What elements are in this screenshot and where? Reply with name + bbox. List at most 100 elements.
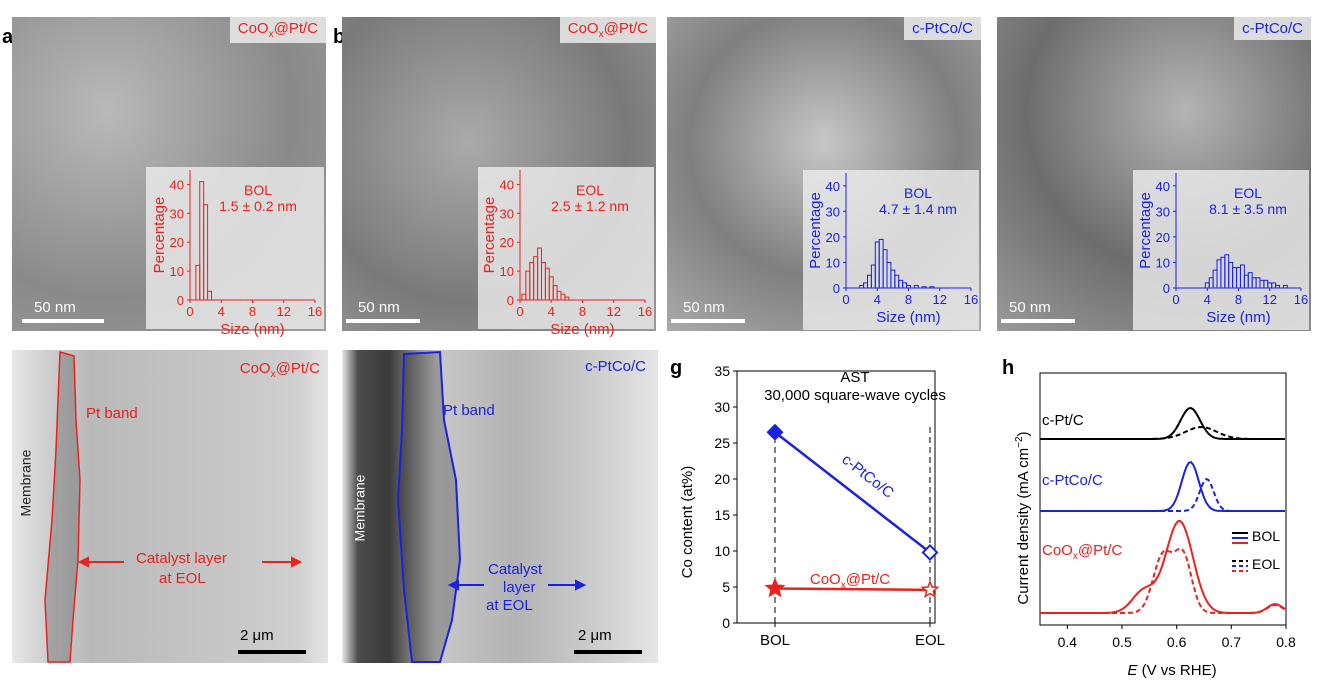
hist-stage-d: EOL [1234, 185, 1262, 201]
tem-image-d: c-PtCo/C 50 nm [997, 17, 1311, 331]
histogram-inset-d [1133, 170, 1309, 330]
h-xlabel: E (V vs RHE) [1127, 662, 1216, 679]
g-xtick-label: EOL [915, 632, 945, 649]
hist-ylabel-c: Percentage [807, 192, 824, 269]
h-curve-coox-bol [1040, 519, 1286, 614]
h-xtick-label: 0.5 [1112, 634, 1132, 650]
hist-ytick-label-a: 0 [177, 293, 184, 308]
tem-image-b: CoOx@Pt/C 50 nm [342, 17, 656, 331]
g-title-1: AST [840, 369, 869, 386]
scale-bar-d [1001, 319, 1075, 323]
hist-xtick-label-b: 8 [579, 304, 586, 319]
g-point-blue-bol [766, 423, 784, 441]
arrow-f-right [548, 579, 587, 591]
hist-ytick-label-d: 20 [1156, 230, 1170, 245]
hist-xlabel-b: Size (nm) [550, 321, 614, 338]
g-ylabel: Co content (at%) [679, 466, 696, 579]
arrow-e-right [262, 556, 303, 568]
hist-xtick-label-d: 0 [1172, 292, 1179, 307]
sample-tag-e: CoOx@Pt/C [239, 360, 320, 380]
hist-size-c: 4.7 ± 1.4 nm [879, 201, 957, 217]
hist-ytick-label-d: 10 [1156, 255, 1170, 270]
hist-bar-c [921, 286, 927, 289]
g-label-blue: c-PtCo/C [839, 451, 898, 502]
hist-bar-d [1275, 284, 1281, 289]
hist-ytick-label-c: 0 [833, 281, 840, 296]
scale-label-a: 50 nm [34, 299, 76, 316]
hist-bar-c [906, 284, 911, 289]
hist-bar-c [913, 284, 919, 289]
scale-bar-e [238, 650, 306, 654]
h-legend-bol: BOL [1252, 528, 1280, 544]
pt-band-label-e: Pt band [86, 405, 138, 422]
h-curve-coox-eol [1040, 547, 1286, 614]
scale-bar-f [574, 650, 642, 654]
hist-bar-a [203, 204, 209, 301]
hist-xtick-label-a: 8 [249, 304, 256, 319]
hist-size-a: 1.5 ± 0.2 nm [219, 198, 297, 214]
hist-ytick-label-c: 10 [826, 255, 840, 270]
g-series-line-blue [774, 431, 931, 554]
hist-xtick-label-c: 0 [842, 292, 849, 307]
catalyst-layer-label-f3: at EOL [486, 597, 533, 614]
hist-bar-d [1282, 284, 1288, 289]
g-ytick-label: 5 [722, 579, 730, 595]
panel-letter-h: h [1002, 357, 1015, 379]
hist-xtick-label-d: 12 [1263, 292, 1277, 307]
histogram-inset-a [146, 167, 324, 329]
g-title-2: 30,000 square-wave cycles [764, 387, 946, 404]
hist-ytick-label-a: 20 [170, 235, 184, 250]
hist-xtick-label-d: 4 [1204, 292, 1211, 307]
hist-xtick-label-a: 16 [308, 304, 322, 319]
h-xtick-label: 0.6 [1167, 634, 1187, 650]
hist-xlabel-d: Size (nm) [1206, 309, 1270, 326]
hist-stage-c: BOL [904, 185, 932, 201]
hist-xtick-label-b: 16 [638, 304, 652, 319]
sample-tag-c: c-PtCo/C [904, 17, 981, 40]
tem-image-e: CoOx@Pt/C [12, 350, 328, 663]
hist-size-b: 2.5 ± 1.2 nm [551, 198, 629, 214]
h-label-1: c-Pt/C [1042, 412, 1084, 429]
scale-label-f: 2 μm [578, 627, 612, 644]
h-curve-cpt-eol [1040, 425, 1285, 440]
g-ytick-label: 30 [714, 399, 730, 415]
hist-ylabel-b: Percentage [481, 197, 498, 274]
hist-xtick-label-a: 0 [186, 304, 193, 319]
g-ytick-label: 20 [714, 471, 730, 487]
hist-xtick-label-b: 0 [516, 304, 523, 319]
hist-stage-b: EOL [576, 182, 604, 198]
hist-xlabel-a: Size (nm) [220, 321, 284, 338]
scale-bar-b [346, 319, 420, 323]
hist-ytick-label-b: 30 [500, 206, 514, 221]
catalyst-layer-label-e: Catalyst layer [136, 550, 227, 567]
hist-ytick-label-c: 20 [826, 230, 840, 245]
h-xtick-label: 0.8 [1276, 634, 1296, 650]
h-label-3: CoOx@Pt/C [1042, 542, 1122, 562]
scale-label-e: 2 μm [240, 627, 274, 644]
hist-ytick-label-c: 30 [826, 204, 840, 219]
g-point-blue-eol [921, 543, 939, 561]
sample-tag-b: CoOx@Pt/C [559, 17, 656, 43]
hist-xtick-label-a: 12 [277, 304, 291, 319]
tem-image-f: c-PtCo/C [342, 350, 658, 663]
cv-chart: Current density (mA cm−2) E (V vs RHE) c… [1014, 372, 1296, 679]
hist-xtick-label-b: 12 [607, 304, 621, 319]
hist-ylabel-d: Percentage [1137, 192, 1154, 269]
g-ytick-label: 0 [722, 615, 730, 631]
h-label-2: c-PtCo/C [1042, 472, 1103, 489]
g-xtick-label: BOL [760, 632, 790, 649]
hist-ytick-label-b: 40 [500, 177, 514, 192]
tem-image-a: CoOx@Pt/C 50 nm [12, 17, 326, 331]
catalyst-layer-label-e2: at EOL [159, 570, 206, 587]
hist-ytick-label-b: 0 [507, 293, 514, 308]
h-curve-cptco-eol [1040, 477, 1285, 512]
hist-xtick-label-c: 16 [964, 292, 978, 307]
scale-label-d: 50 nm [1009, 299, 1051, 316]
h-xtick-label: 0.4 [1058, 634, 1078, 650]
scale-bar-a [22, 319, 104, 323]
hist-ytick-label-b: 10 [500, 264, 514, 279]
tem-image-c: c-PtCo/C 50 nm [667, 17, 981, 331]
hist-ytick-label-d: 30 [1156, 204, 1170, 219]
g-ytick-label: 15 [714, 507, 730, 523]
arrow-f-left [447, 579, 484, 591]
